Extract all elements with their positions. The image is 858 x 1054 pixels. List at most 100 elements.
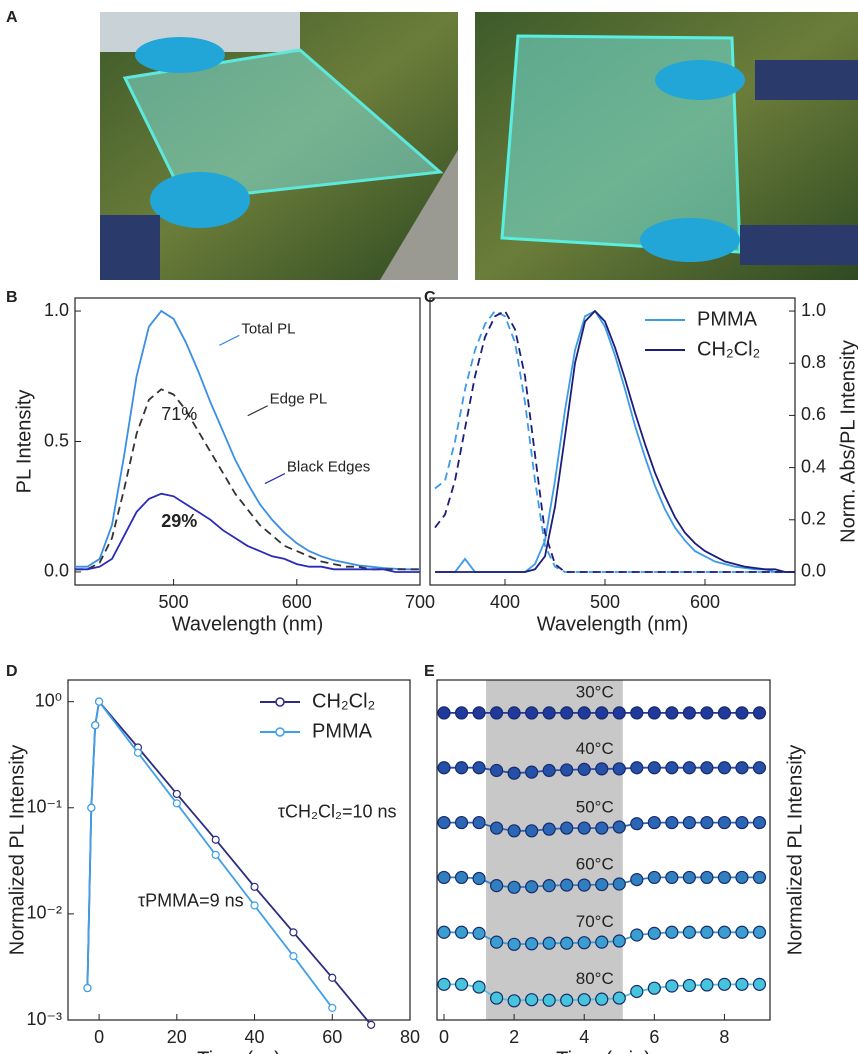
series-line (86, 699, 334, 1009)
data-point (665, 979, 679, 993)
series-label: 60°C (576, 855, 614, 874)
data-point (647, 926, 661, 940)
data-point (454, 706, 469, 720)
panel-label: B (6, 289, 18, 306)
data-point (682, 706, 696, 720)
data-point (752, 977, 767, 991)
data-point (595, 935, 609, 949)
data-point (752, 706, 767, 720)
data-point (507, 766, 521, 780)
data-point (700, 761, 714, 775)
y-tick-label: 0.0 (801, 561, 826, 581)
y-tick-label: 10⁻¹ (26, 797, 62, 817)
series-label: Total PL (241, 320, 295, 337)
data-point (647, 706, 661, 720)
data-point (560, 763, 574, 777)
data-point (289, 952, 298, 961)
data-point (542, 936, 556, 950)
data-point (489, 991, 504, 1005)
data-point (472, 980, 486, 994)
data-point (367, 1020, 376, 1029)
data-point (211, 835, 220, 844)
panel-label: E (424, 663, 435, 680)
data-point (472, 815, 486, 830)
data-point (525, 824, 539, 838)
data-point (87, 803, 96, 812)
x-tick-label: 0 (439, 1027, 449, 1047)
data-point (752, 815, 767, 830)
data-point (328, 973, 337, 982)
data-point (717, 815, 732, 830)
data-point (560, 706, 574, 720)
data-point (577, 762, 591, 776)
data-point (647, 815, 661, 830)
series-label: 40°C (576, 739, 614, 758)
data-point (665, 815, 679, 830)
absorption-line (434, 309, 795, 573)
x-tick-label: 4 (579, 1027, 589, 1047)
x-tick-label: 600 (690, 592, 720, 612)
data-point (595, 706, 609, 720)
data-point (577, 706, 591, 720)
data-point (83, 983, 92, 993)
data-point (752, 925, 767, 939)
data-point (595, 992, 609, 1006)
y-tick-label: 1.0 (44, 300, 69, 320)
data-point (735, 977, 749, 991)
x-tick-label: 2 (509, 1027, 519, 1047)
data-point (542, 706, 556, 720)
legend-label: PMMA (697, 308, 758, 330)
y-axis-label: PL Intensity (13, 390, 35, 494)
plot-frame (429, 297, 796, 586)
data-point (752, 870, 767, 885)
data-point (507, 937, 521, 951)
data-point (630, 873, 644, 887)
data-point (682, 761, 696, 775)
data-point (612, 991, 626, 1005)
y-tick-label: 10⁰ (35, 690, 62, 710)
series-label: 70°C (576, 912, 614, 931)
y-axis-label: Normalized PL Intensity (6, 745, 28, 955)
data-point (717, 870, 732, 885)
panel: 500 600 700 0.0 0.5 1.0 Wavelength (nm) PL Inte… (13, 297, 435, 635)
data-point (560, 821, 574, 835)
series-line (75, 309, 420, 571)
data-point (647, 981, 661, 995)
legend-label: CH₂Cl₂ (312, 690, 375, 712)
data-point (700, 706, 714, 720)
data-point (133, 748, 143, 757)
data-point (577, 878, 591, 892)
legend-label: PMMA (312, 720, 373, 742)
data-point (507, 824, 521, 838)
annotation: 29% (161, 511, 197, 531)
data-point (700, 978, 714, 992)
legend-marker (275, 697, 285, 707)
data-point (682, 870, 696, 885)
series-label: 50°C (576, 798, 614, 817)
data-point (682, 978, 696, 993)
data-point (525, 765, 539, 779)
y-tick-label: 10⁻² (26, 903, 62, 923)
series-label: 30°C (576, 682, 614, 701)
x-axis-label: Wavelength (nm) (172, 613, 324, 635)
data-point (630, 761, 644, 775)
series-label: Edge PL (270, 391, 328, 408)
series-line (75, 492, 420, 573)
data-point (717, 925, 732, 939)
y-tick-label: 0.4 (801, 456, 826, 476)
x-tick-label: 500 (590, 592, 620, 612)
y-tick-label: 0.0 (44, 561, 69, 581)
data-point (91, 721, 100, 730)
x-tick-label: 80 (400, 1027, 420, 1047)
data-point (665, 870, 679, 885)
data-point (577, 821, 591, 835)
y-tick-label: 0.2 (801, 509, 826, 529)
data-point (700, 870, 714, 885)
data-point (577, 993, 591, 1007)
data-point (489, 763, 504, 778)
data-point (735, 815, 749, 830)
data-point (735, 870, 749, 885)
data-point (595, 877, 609, 892)
panel: 400 500 600 0.0 0.2 0.4 0.6 0.8 1.0 Wavelength (n… (429, 297, 858, 635)
data-point (717, 761, 732, 775)
